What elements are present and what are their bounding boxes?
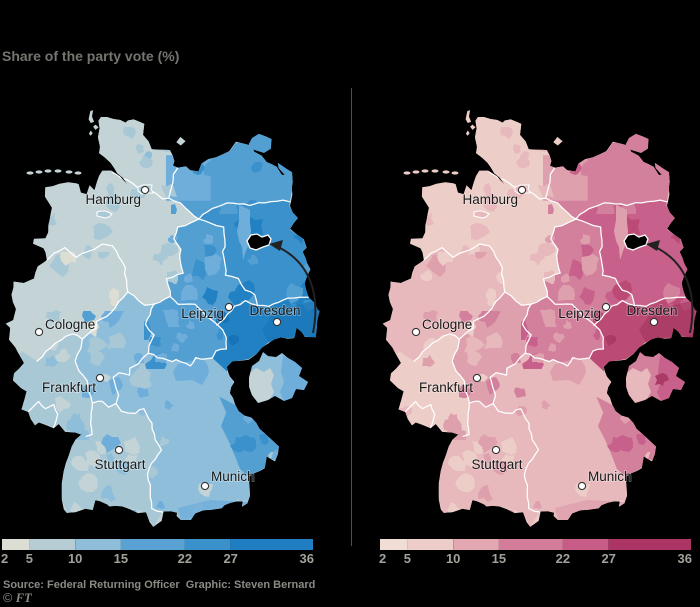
svg-text:2: 2 xyxy=(379,551,386,566)
svg-text:Munich: Munich xyxy=(588,469,632,484)
svg-text:Frankfurt: Frankfurt xyxy=(419,380,473,395)
svg-text:Stuttgart: Stuttgart xyxy=(471,457,522,472)
svg-text:Source: Federal Returning Offi: Source: Federal Returning Officer Graphi… xyxy=(3,579,315,591)
svg-text:Cologne: Cologne xyxy=(45,317,95,332)
svg-text:27: 27 xyxy=(223,551,237,566)
svg-text:Frankfurt: Frankfurt xyxy=(42,380,96,395)
svg-text:10: 10 xyxy=(68,551,82,566)
svg-text:15: 15 xyxy=(492,551,506,566)
svg-text:Dresden: Dresden xyxy=(626,303,677,318)
svg-text:2: 2 xyxy=(1,551,8,566)
svg-text:Leipzig: Leipzig xyxy=(181,306,224,321)
svg-text:Cologne: Cologne xyxy=(422,317,472,332)
svg-text:5: 5 xyxy=(404,551,411,566)
svg-text:27: 27 xyxy=(601,551,615,566)
svg-text:Hamburg: Hamburg xyxy=(462,192,518,207)
svg-text:36: 36 xyxy=(678,551,692,566)
svg-text:5: 5 xyxy=(26,551,33,566)
svg-text:Munich: Munich xyxy=(211,469,255,484)
svg-text:10: 10 xyxy=(446,551,460,566)
svg-text:Share of the party vote (%): Share of the party vote (%) xyxy=(2,48,179,64)
svg-text:15: 15 xyxy=(114,551,128,566)
svg-text:© FT: © FT xyxy=(3,591,33,605)
svg-text:Hamburg: Hamburg xyxy=(85,192,141,207)
svg-text:Dresden: Dresden xyxy=(249,303,300,318)
svg-text:Stuttgart: Stuttgart xyxy=(94,457,145,472)
svg-text:22: 22 xyxy=(556,551,570,566)
svg-text:36: 36 xyxy=(300,551,314,566)
svg-text:Leipzig: Leipzig xyxy=(558,306,601,321)
svg-text:22: 22 xyxy=(178,551,192,566)
